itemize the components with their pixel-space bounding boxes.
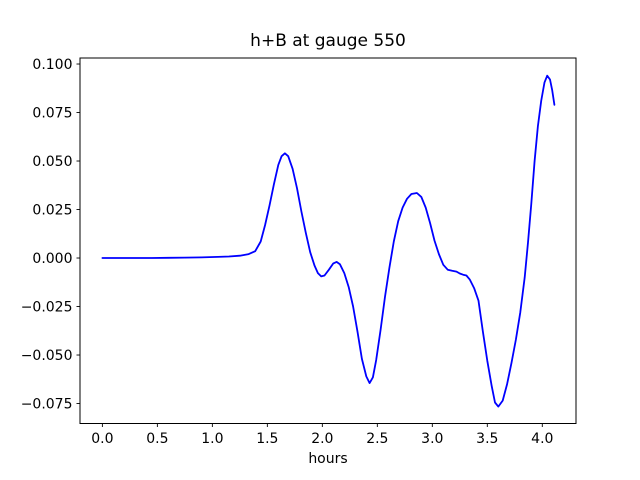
y-tick-label: −0.050	[21, 348, 73, 364]
y-tick-label: 0.100	[32, 57, 72, 73]
x-axis-label: hours	[308, 451, 347, 467]
x-tick-label: 0.5	[146, 431, 168, 447]
x-tick-label: 2.5	[366, 431, 388, 447]
y-tick-label: 0.000	[32, 251, 72, 267]
chart-title: h+B at gauge 550	[250, 31, 406, 51]
x-tick-label: 3.5	[476, 431, 498, 447]
y-tick-label: 0.050	[32, 154, 72, 170]
x-tick-label: 1.0	[201, 431, 223, 447]
x-tick-label: 0.0	[91, 431, 113, 447]
x-tick-label: 3.0	[421, 431, 443, 447]
plot-area	[79, 57, 577, 424]
y-tick-label: 0.025	[32, 203, 72, 219]
y-tick-label: 0.075	[32, 106, 72, 122]
data-line-series	[101, 74, 556, 408]
x-tick-label: 2.0	[311, 431, 333, 447]
y-tick-label: −0.025	[21, 300, 73, 316]
x-tick-label: 4.0	[531, 431, 553, 447]
x-tick-label: 1.5	[256, 431, 278, 447]
chart-axes: 0.0 0.5 1.0 1.5 2.0 2.5 3.0 3.5 4.0 −0.075 −0.050 −…	[21, 57, 577, 447]
y-tick-label: −0.075	[21, 397, 73, 413]
